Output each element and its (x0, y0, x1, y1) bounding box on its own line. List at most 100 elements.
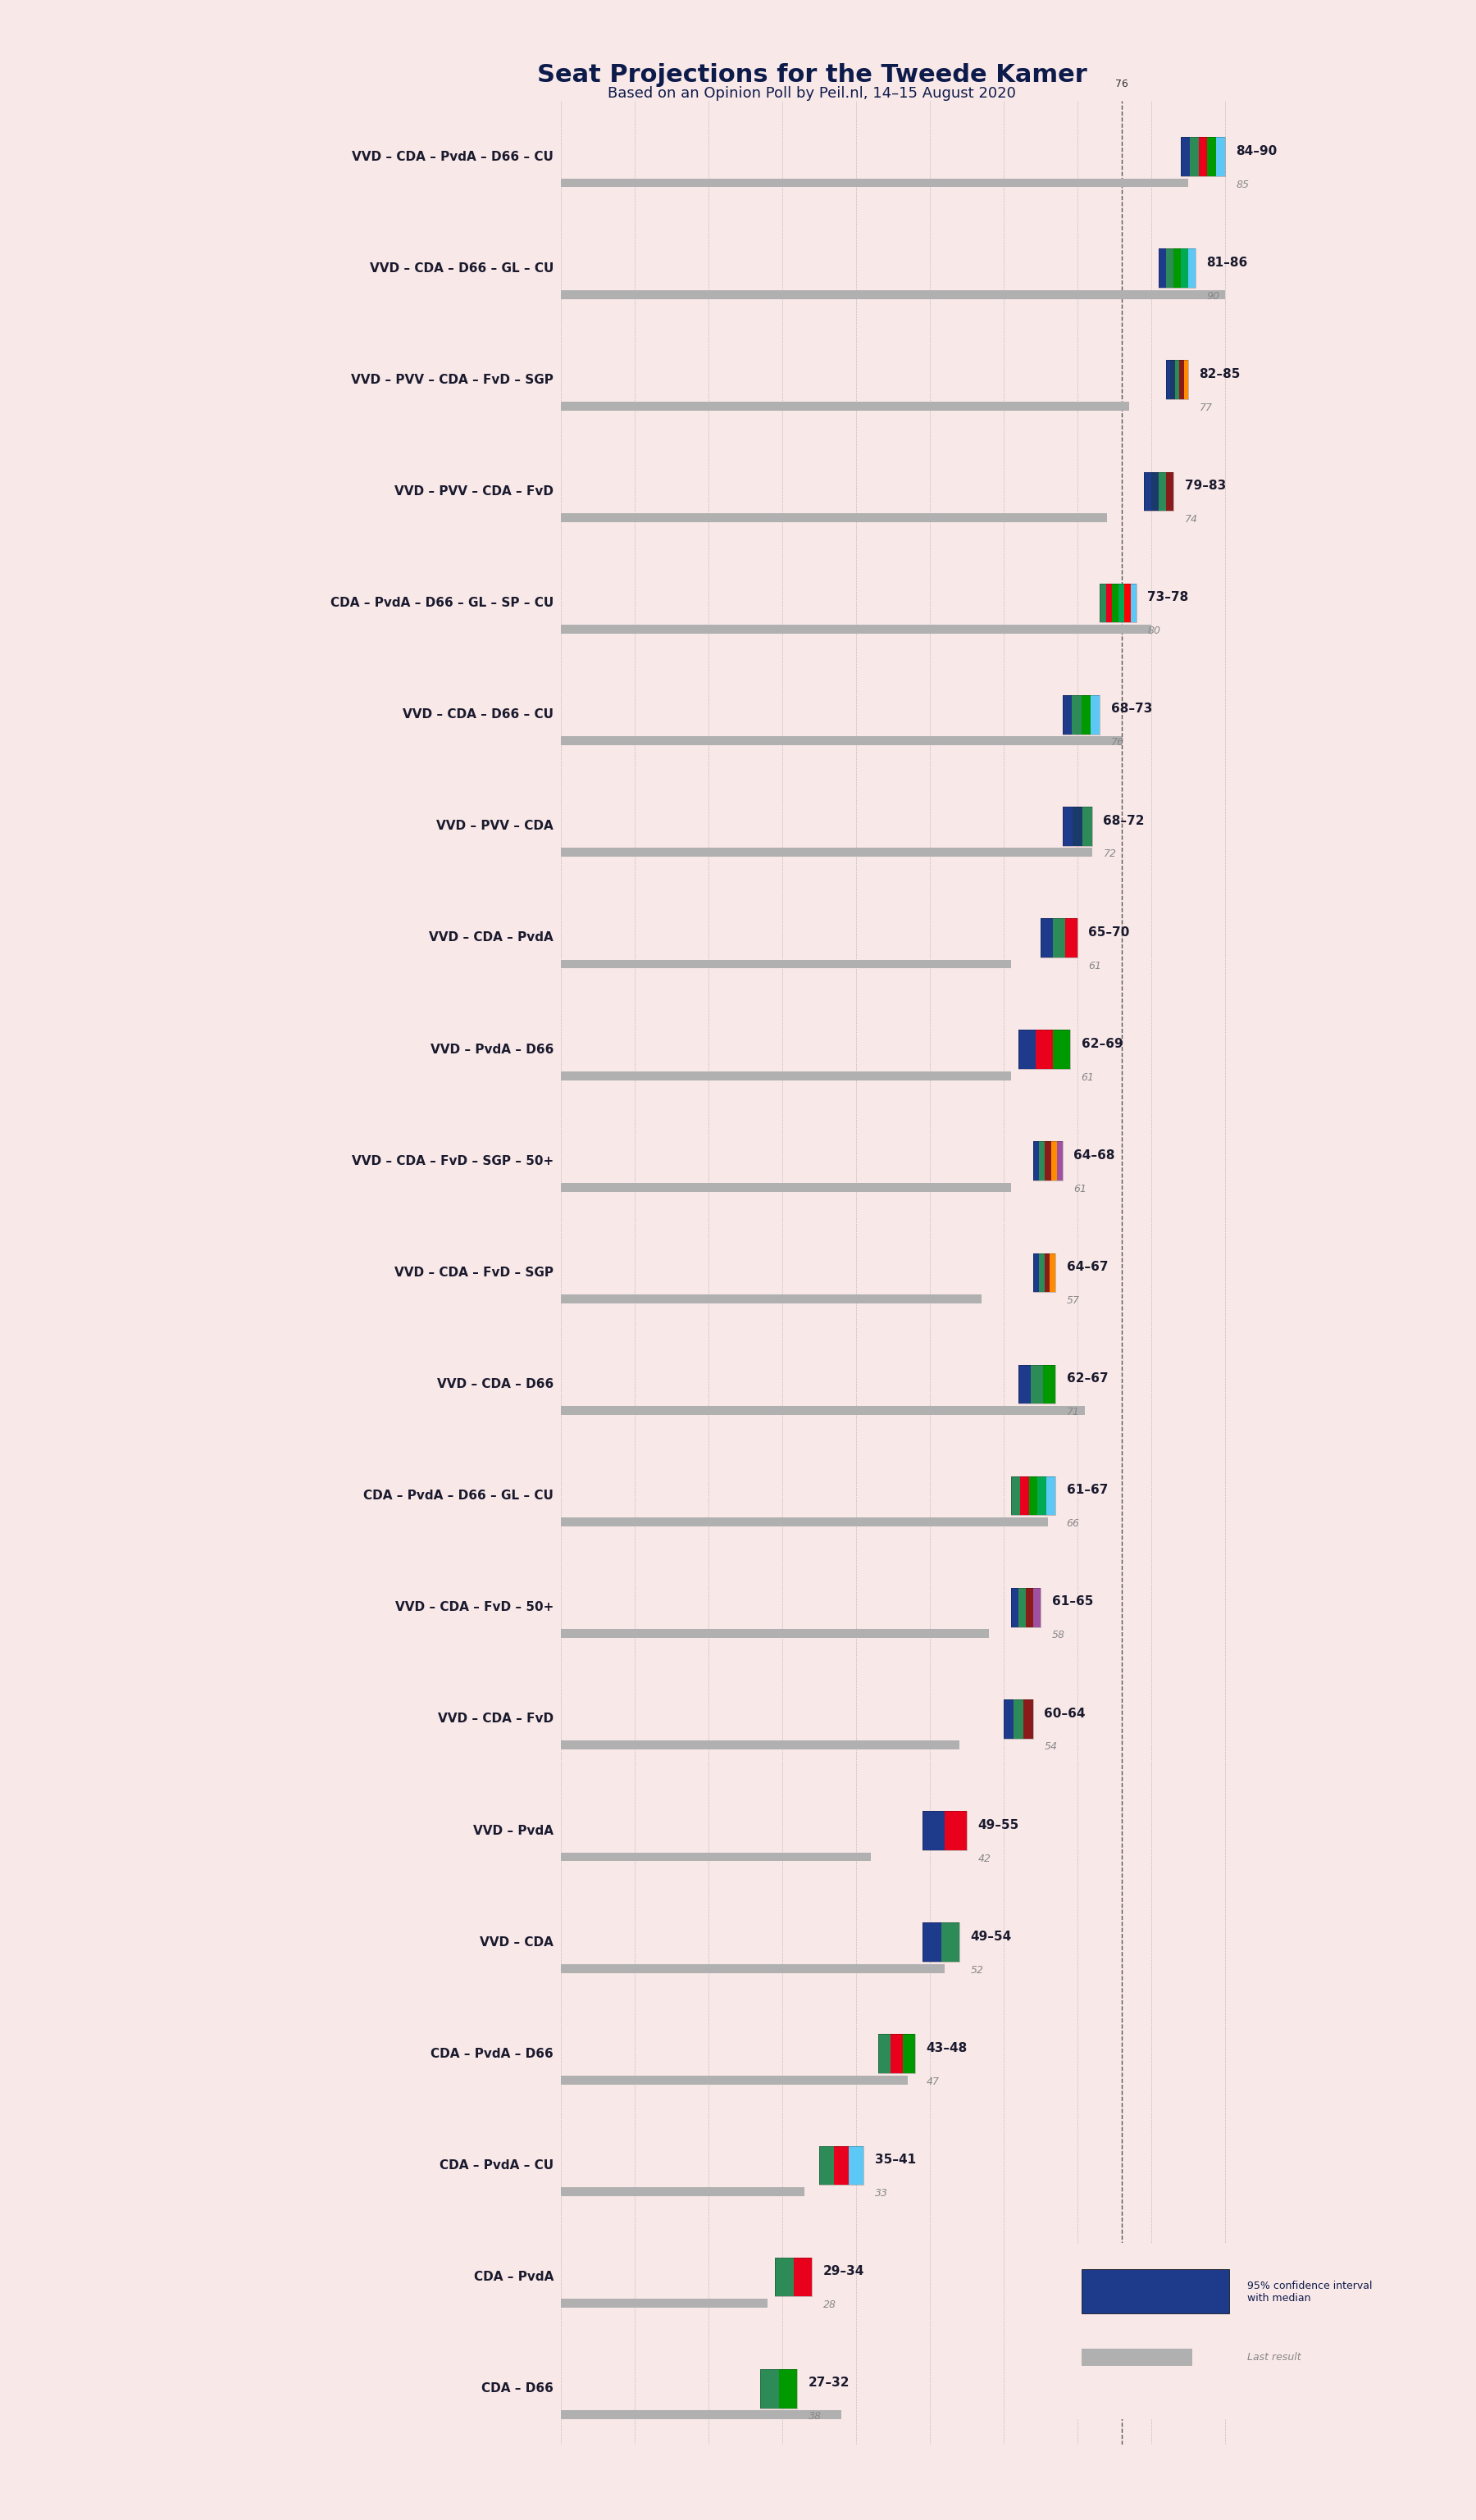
Text: VVD – CDA – FvD – SGP: VVD – CDA – FvD – SGP (394, 1268, 554, 1278)
Bar (1188, 249, 1196, 287)
Bar (1131, 585, 1137, 622)
Text: Last result: Last result (1247, 2351, 1300, 2364)
Bar (1100, 585, 1137, 622)
Bar (561, 1852, 871, 1862)
Text: VVD – PvdA: VVD – PvdA (474, 1824, 554, 1837)
Bar (1011, 1477, 1055, 1515)
Bar (1111, 585, 1119, 622)
Text: 49–54: 49–54 (971, 1930, 1011, 1943)
Text: VVD – CDA – FvD – 50+: VVD – CDA – FvD – 50+ (396, 1600, 554, 1613)
Bar (1004, 1698, 1033, 1739)
Bar (1173, 249, 1181, 287)
Bar (1039, 1142, 1045, 1179)
Text: 90: 90 (1207, 290, 1219, 302)
Text: 62–67: 62–67 (1066, 1373, 1108, 1386)
Bar (561, 2076, 908, 2084)
Text: 85: 85 (1237, 179, 1249, 189)
Bar (1041, 917, 1077, 958)
Bar (775, 2258, 812, 2296)
Bar (1159, 249, 1166, 287)
Bar (1144, 471, 1151, 512)
Bar (561, 1741, 959, 1749)
Bar (561, 1071, 1011, 1081)
Text: 61: 61 (1080, 1071, 1094, 1084)
Text: VVD – CDA: VVD – CDA (480, 1935, 554, 1948)
Text: 27–32: 27–32 (809, 2376, 850, 2389)
Bar (561, 401, 1129, 411)
Bar (1063, 696, 1072, 733)
Bar (1181, 249, 1188, 287)
Text: 38: 38 (809, 2412, 821, 2422)
Text: VVD – CDA – PvdA – D66 – CU: VVD – CDA – PvdA – D66 – CU (351, 151, 554, 164)
Text: 76: 76 (1116, 78, 1128, 88)
Bar (1144, 471, 1173, 512)
Bar (1179, 360, 1184, 398)
Text: VVD – CDA – D66: VVD – CDA – D66 (437, 1378, 554, 1391)
Bar (1066, 917, 1077, 958)
Bar (775, 2258, 794, 2296)
Text: CDA – PvdA – D66 – GL – CU: CDA – PvdA – D66 – GL – CU (363, 1489, 554, 1502)
Bar (561, 625, 1151, 633)
Bar (1026, 1588, 1033, 1628)
Text: 81–86: 81–86 (1207, 257, 1247, 270)
Bar (1080, 2268, 1228, 2313)
Bar (1011, 1588, 1018, 1628)
Bar (1175, 360, 1179, 398)
Bar (849, 2147, 863, 2185)
Bar (561, 2187, 804, 2195)
Text: VVD – PVV – CDA: VVD – PVV – CDA (437, 819, 554, 832)
Bar (1029, 1477, 1038, 1515)
Text: Based on an Opinion Poll by Peil.nl, 14–15 August 2020: Based on an Opinion Poll by Peil.nl, 14–… (608, 86, 1015, 101)
Bar (819, 2147, 863, 2185)
Bar (760, 2369, 797, 2409)
Bar (1119, 585, 1125, 622)
Bar (1063, 696, 1100, 733)
Bar (1018, 1366, 1055, 1404)
Bar (561, 1517, 1048, 1527)
Bar (1166, 360, 1170, 398)
Bar (1004, 1698, 1014, 1739)
Bar (1170, 360, 1175, 398)
Bar (1166, 471, 1173, 512)
Bar (834, 2147, 849, 2185)
Text: 42: 42 (977, 1852, 990, 1865)
Bar (1033, 1252, 1055, 1293)
Bar (561, 960, 1011, 968)
Bar (1018, 1588, 1026, 1628)
Text: 68–72: 68–72 (1104, 814, 1145, 827)
Bar (922, 1923, 959, 1961)
Bar (561, 1406, 1085, 1414)
Text: VVD – CDA – FvD: VVD – CDA – FvD (438, 1714, 554, 1726)
Bar (779, 2369, 797, 2409)
Text: Seat Projections for the Tweede Kamer: Seat Projections for the Tweede Kamer (537, 63, 1086, 86)
Bar (1190, 136, 1199, 176)
Text: 72: 72 (1104, 849, 1116, 859)
Bar (819, 2147, 834, 2185)
Bar (1052, 1031, 1070, 1068)
Text: CDA – PvdA – CU: CDA – PvdA – CU (440, 2160, 554, 2172)
Text: 77: 77 (1199, 403, 1212, 413)
Text: 60–64: 60–64 (1045, 1706, 1086, 1719)
Bar (1159, 249, 1196, 287)
Text: 29–34: 29–34 (824, 2265, 863, 2278)
Bar (890, 2034, 903, 2074)
Bar (903, 2034, 915, 2074)
Bar (561, 2409, 841, 2419)
Bar (1014, 1698, 1023, 1739)
Text: 64–67: 64–67 (1066, 1260, 1108, 1273)
Bar (561, 847, 1092, 857)
Bar (1100, 585, 1106, 622)
Text: 84–90: 84–90 (1237, 144, 1277, 156)
Bar (1011, 1477, 1020, 1515)
Text: 61: 61 (1075, 1184, 1086, 1194)
Bar (945, 1812, 967, 1850)
Bar (561, 2298, 768, 2308)
Text: 62–69: 62–69 (1080, 1038, 1123, 1051)
Text: 65–70: 65–70 (1089, 925, 1129, 937)
Text: VVD – CDA – D66 – CU: VVD – CDA – D66 – CU (403, 708, 554, 721)
Bar (1018, 1031, 1036, 1068)
Text: CDA – PvdA: CDA – PvdA (474, 2271, 554, 2283)
Bar (1080, 696, 1091, 733)
Text: 61–67: 61–67 (1066, 1484, 1107, 1497)
Text: 47: 47 (927, 2076, 939, 2087)
